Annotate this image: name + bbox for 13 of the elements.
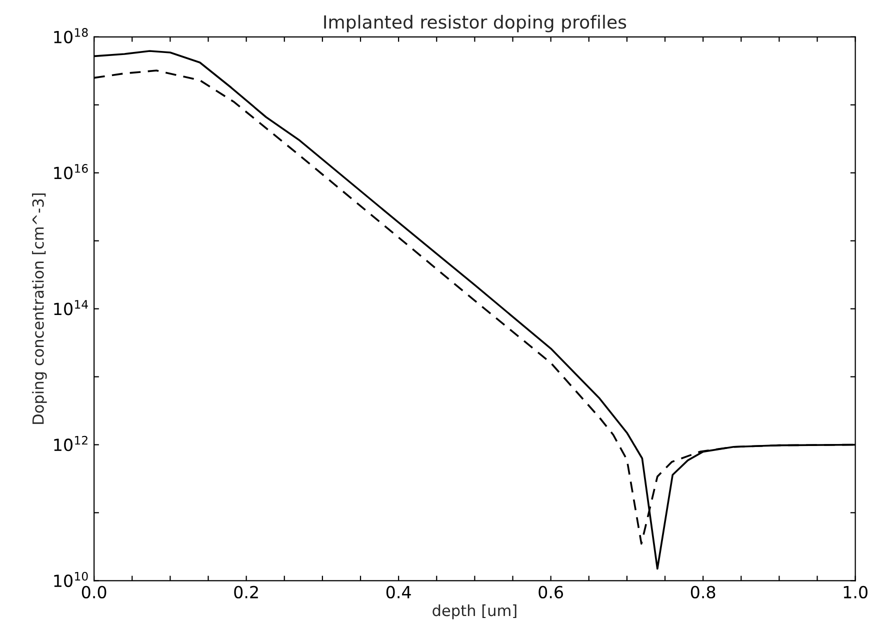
y-tick-label: 10$^{12}$ [54,436,88,452]
y-axis-title: Doping concentration [cm^-3] [32,193,47,424]
x-tick-label: 0.8 [690,586,716,598]
y-tick-label: 10$^{14}$ [54,300,88,316]
y-tick-label: 10$^{16}$ [54,164,88,180]
chart-title: Implanted resistor doping profiles [324,14,626,32]
x-tick-label: 0.0 [82,586,106,598]
x-tick-label: 0.4 [386,586,411,598]
x-tick-label: 0.6 [538,586,564,598]
y-tick-label: 10$^{18}$ [54,28,88,44]
x-tick-label: 0.2 [234,586,258,598]
x-axis-title: depth [um] [432,604,516,620]
x-tick-label: 1.0 [844,586,868,598]
